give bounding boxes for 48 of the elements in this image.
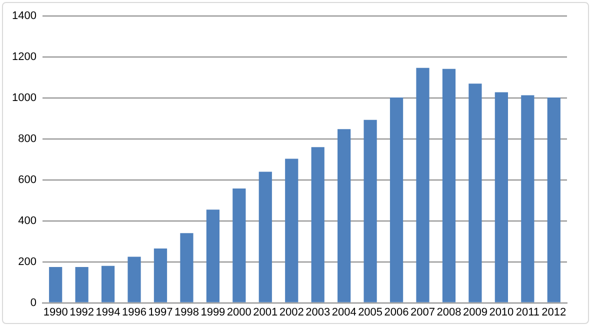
x-tick-label: 2004 bbox=[332, 306, 356, 318]
y-tick-label: 600 bbox=[18, 174, 36, 186]
y-tick-label: 1400 bbox=[12, 10, 36, 22]
x-tick-label: 2012 bbox=[542, 306, 566, 318]
y-tick-label: 1200 bbox=[12, 51, 36, 64]
bar bbox=[180, 233, 194, 302]
bar bbox=[416, 68, 430, 302]
x-tick-label: 1994 bbox=[96, 306, 120, 318]
bar bbox=[232, 188, 246, 302]
x-tick-label: 1996 bbox=[122, 306, 147, 318]
x-tick-label: 1990 bbox=[43, 306, 68, 318]
x-tick-label: 1997 bbox=[148, 306, 173, 318]
bar bbox=[468, 84, 482, 302]
bar bbox=[311, 147, 324, 302]
x-tick-label: 2007 bbox=[410, 306, 435, 318]
bar bbox=[101, 266, 115, 302]
bar bbox=[442, 68, 456, 302]
bar bbox=[128, 256, 141, 302]
x-tick-label: 2003 bbox=[306, 306, 330, 318]
x-tick-label: 1998 bbox=[174, 306, 199, 318]
x-tick-label: 1992 bbox=[70, 306, 94, 318]
bar bbox=[494, 92, 508, 302]
bar bbox=[75, 266, 88, 302]
x-tick-label: 2002 bbox=[279, 306, 304, 318]
y-tick-label: 400 bbox=[18, 214, 36, 227]
y-tick-label: 800 bbox=[18, 132, 36, 145]
x-tick-label: 2011 bbox=[516, 306, 540, 318]
y-tick-label: 200 bbox=[18, 256, 36, 268]
bar bbox=[285, 158, 298, 302]
bar bbox=[547, 98, 560, 302]
x-tick-label: 2006 bbox=[384, 306, 409, 318]
bar bbox=[338, 129, 351, 302]
x-tick-label: 2001 bbox=[253, 306, 278, 318]
bar bbox=[206, 210, 220, 302]
x-tick-label: 2009 bbox=[462, 306, 488, 318]
x-tick-label: 2010 bbox=[489, 306, 514, 318]
x-tick-label: 2008 bbox=[436, 306, 462, 318]
bar bbox=[390, 98, 404, 302]
x-tick-label: 1999 bbox=[200, 306, 226, 318]
bar bbox=[258, 172, 272, 302]
bar bbox=[49, 266, 62, 302]
x-tick-label: 2005 bbox=[358, 306, 383, 318]
bar bbox=[364, 120, 377, 302]
bar bbox=[521, 95, 534, 302]
y-tick-label: 0 bbox=[30, 296, 36, 309]
x-tick-label: 2000 bbox=[226, 306, 252, 318]
bar bbox=[154, 248, 168, 302]
y-tick-label: 1000 bbox=[12, 92, 36, 104]
